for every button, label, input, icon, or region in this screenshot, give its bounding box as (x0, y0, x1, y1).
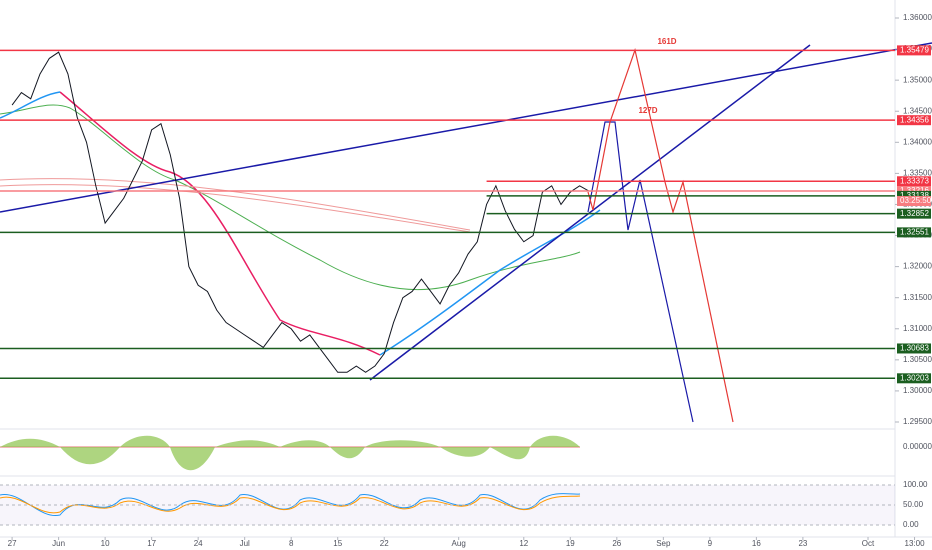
y-tick-label: 1.34000 (903, 137, 932, 146)
level-label: 1.35479 (900, 45, 929, 54)
x-tick-label: 13:00 (905, 539, 926, 548)
x-tick-label: 15 (333, 539, 342, 548)
osc-tick-label: 0.00000 (903, 442, 932, 451)
y-tick-label: 1.33500 (903, 168, 932, 177)
x-tick-label: 16 (752, 539, 761, 548)
level-label-box (897, 227, 931, 238)
level-label-box (897, 373, 931, 384)
x-tick-label: 23 (798, 539, 807, 548)
x-tick-label: 26 (612, 539, 621, 548)
level-label: 1.32551 (900, 227, 929, 236)
x-tick-label: 17 (147, 539, 156, 548)
ma-red-ribbon (0, 178, 471, 233)
level-label-box (897, 176, 931, 187)
ma-green (0, 104, 581, 291)
x-tick-label: 9 (708, 539, 713, 548)
level-label: 1.30683 (900, 344, 929, 353)
y-tick-label: 1.36000 (903, 13, 932, 22)
level-label: 1.33373 (900, 176, 929, 185)
level-label: 1.33138 (900, 191, 929, 200)
level-label: 1.32852 (900, 209, 929, 218)
x-tick-label: 24 (194, 539, 203, 548)
x-tick-label: 19 (566, 539, 575, 548)
y-tick-label: 1.30500 (903, 355, 932, 364)
stoch-k (0, 493, 581, 516)
y-tick-label: 1.35000 (903, 75, 932, 84)
x-tick-label: 27 (8, 539, 17, 548)
y-tick-label: 1.32000 (903, 262, 932, 271)
trend-line (369, 44, 811, 381)
stoch-d (0, 495, 581, 514)
x-tick-label: 10 (101, 539, 110, 548)
x-tick-label: Jul (240, 539, 250, 548)
stoch-tick-label: 100.00 (903, 480, 928, 489)
y-tick-label: 1.30000 (903, 386, 932, 395)
y-tick-label: 1.31000 (903, 324, 932, 333)
level-label: 1.33216 (900, 186, 929, 195)
stoch-tick-label: 50.00 (903, 500, 924, 509)
level-label-box (897, 190, 931, 201)
annotation: 127D (638, 106, 657, 115)
ma-blue (0, 91, 601, 356)
level-label: 1.30203 (900, 373, 929, 382)
countdown: 03:25:50 (900, 196, 932, 205)
x-tick-label: Oct (862, 539, 875, 548)
x-tick-label: Jun (52, 539, 65, 548)
trend-line (0, 42, 932, 213)
x-tick-label: 8 (289, 539, 294, 548)
level-label-box (897, 208, 931, 219)
y-tick-label: 1.34500 (903, 106, 932, 115)
projection-red (587, 47, 734, 423)
level-label-box (897, 115, 931, 126)
level-label-box (897, 45, 931, 56)
x-tick-label: 22 (380, 539, 389, 548)
x-tick-label: Aug (452, 539, 466, 548)
projection-blue (587, 121, 694, 423)
y-tick-label: 1.31500 (903, 293, 932, 302)
annotation: 161D (657, 37, 676, 46)
countdown-box (897, 196, 931, 207)
level-label-box (897, 343, 931, 354)
osc-histogram (0, 435, 580, 471)
level-label: 1.34356 (900, 115, 929, 124)
y-tick-label: 1.29500 (903, 417, 932, 426)
ma-pink (59, 91, 381, 356)
price-line (11, 51, 590, 373)
stoch-tick-label: 0.00 (903, 520, 919, 529)
x-tick-label: Sep (656, 539, 671, 548)
x-tick-label: 12 (519, 539, 528, 548)
